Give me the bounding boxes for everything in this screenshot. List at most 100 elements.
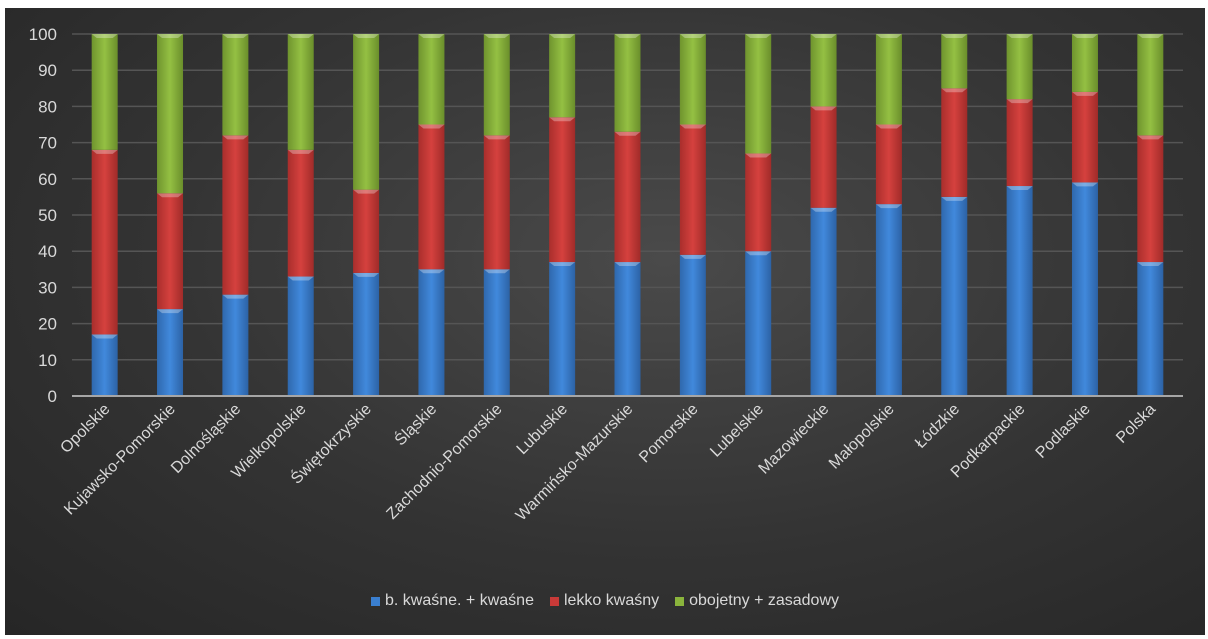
- bar-bevel: [287, 34, 314, 38]
- bar-segment-2: [614, 34, 641, 132]
- bar-segment-1: [1071, 91, 1098, 183]
- legend-swatch: [675, 596, 685, 606]
- bar-segment-2: [418, 34, 445, 125]
- bar-segment-2: [1071, 34, 1098, 92]
- y-tick-label: 10: [38, 351, 57, 370]
- x-category-label: Polska: [1113, 401, 1159, 447]
- y-tick-label: 60: [38, 170, 57, 189]
- x-category-label: Lubelskie: [707, 401, 767, 461]
- bar-bevel: [222, 135, 249, 140]
- bar-bevel: [549, 34, 576, 38]
- y-tick-label: 50: [38, 206, 57, 225]
- bar-bevel: [745, 34, 772, 38]
- bar-bevel: [353, 34, 380, 38]
- bar-segment-2: [679, 34, 706, 125]
- bar-bevel: [875, 34, 902, 38]
- x-category-label: Warmińsko-Mazurskie: [513, 401, 637, 525]
- bar-segment-2: [875, 34, 902, 125]
- bar-bevel: [222, 34, 249, 38]
- y-tick-label: 0: [48, 387, 57, 406]
- bar-bevel: [91, 149, 118, 154]
- bar-segment-2: [91, 34, 118, 150]
- legend-swatch: [549, 596, 559, 606]
- bar-bevel: [483, 135, 510, 140]
- bar-segment-1: [549, 117, 576, 263]
- bar-bevel: [1071, 34, 1098, 38]
- bar-segment-1: [418, 124, 445, 270]
- bar-bevel: [614, 34, 641, 38]
- legend-item: obojetny + zasadowy: [675, 592, 839, 610]
- bar-segment-0: [157, 309, 184, 396]
- bar-segment-2: [810, 34, 837, 107]
- bar-segment-0: [679, 254, 706, 396]
- bar-segment-1: [157, 193, 184, 310]
- bar-bevel: [91, 334, 118, 339]
- y-tick-label: 80: [38, 97, 57, 116]
- bar-segment-0: [418, 269, 445, 396]
- bar-bevel: [745, 251, 772, 256]
- chart-area: 0 10 20 30 40 50 60 70 80 90 100 Opolskie Kujawsko-P…: [5, 8, 1205, 635]
- bar-segment-1: [91, 149, 118, 335]
- bar-bevel: [483, 269, 510, 274]
- bar-bevel: [418, 34, 445, 38]
- bar-segment-0: [353, 272, 380, 396]
- bar-segment-2: [1006, 34, 1033, 100]
- bar-bevel: [287, 149, 314, 154]
- bar-bevel: [1006, 99, 1033, 104]
- bar-bevel: [810, 106, 837, 111]
- bar-segment-2: [157, 34, 184, 194]
- bar-segment-1: [941, 88, 968, 197]
- bar-segment-0: [614, 262, 641, 396]
- bar-segment-0: [941, 196, 968, 396]
- bar-segment-0: [287, 276, 314, 396]
- legend-label: b. kwaśne. + kwaśne: [385, 592, 534, 609]
- bar-segment-1: [1137, 135, 1164, 263]
- bar-segment-2: [483, 34, 510, 136]
- bar-bevel: [418, 269, 445, 274]
- bar-segment-2: [1137, 34, 1164, 136]
- bar-segment-0: [745, 251, 772, 396]
- y-tick-label: 40: [38, 242, 57, 261]
- bar-segment-2: [353, 34, 380, 190]
- bar-bevel: [222, 294, 249, 299]
- bar-segment-0: [222, 294, 249, 396]
- bar-bevel: [679, 124, 706, 129]
- bar-segment-1: [745, 153, 772, 252]
- bar-bevel: [745, 153, 772, 158]
- bar-bevel: [875, 204, 902, 209]
- bar-bevel: [1071, 182, 1098, 187]
- y-tick-label: 70: [38, 134, 57, 153]
- x-category-label: Zachodnio-Pomorskie: [384, 401, 506, 523]
- bar-bevel: [1006, 186, 1033, 191]
- bar-bevel: [614, 131, 641, 136]
- bar-bevel: [91, 34, 118, 38]
- bar-bevel: [614, 262, 641, 267]
- bar-segment-2: [549, 34, 576, 118]
- x-category-label: Opolskie: [57, 401, 113, 457]
- bar-bevel: [875, 124, 902, 129]
- bar-bevel: [1006, 34, 1033, 38]
- bar-segment-0: [91, 334, 118, 396]
- bar-bevel: [810, 34, 837, 38]
- x-category-label: Śląskie: [390, 399, 440, 449]
- bar-bevel: [157, 309, 184, 314]
- bar-bevel: [679, 34, 706, 38]
- legend: b. kwaśne. + kwaśne lekko kwaśny obojetny …: [5, 592, 1205, 611]
- bar-segment-1: [1006, 99, 1033, 187]
- bar-segment-2: [222, 34, 249, 136]
- x-category-label: Łódzkie: [912, 401, 963, 452]
- bar-bevel: [549, 117, 576, 122]
- x-category-label: Podlaskie: [1033, 401, 1094, 462]
- stacked-bar-chart: 0 10 20 30 40 50 60 70 80 90 100 OpolskieKujawsko-P…: [29, 25, 1183, 525]
- bar-segment-0: [1071, 182, 1098, 396]
- bar-bevel: [1137, 34, 1164, 38]
- bar-segment-1: [679, 124, 706, 255]
- bar-bevel: [418, 124, 445, 129]
- legend-swatch: [371, 596, 380, 606]
- x-category-label: Mazowieckie: [756, 401, 833, 478]
- legend-item: lekko kwaśny: [549, 592, 659, 610]
- legend-item: b. kwaśne. + kwaśne: [371, 592, 534, 610]
- x-category-label: Małopolskie: [826, 401, 898, 473]
- bar-bevel: [157, 193, 184, 198]
- bar-segment-0: [810, 207, 837, 396]
